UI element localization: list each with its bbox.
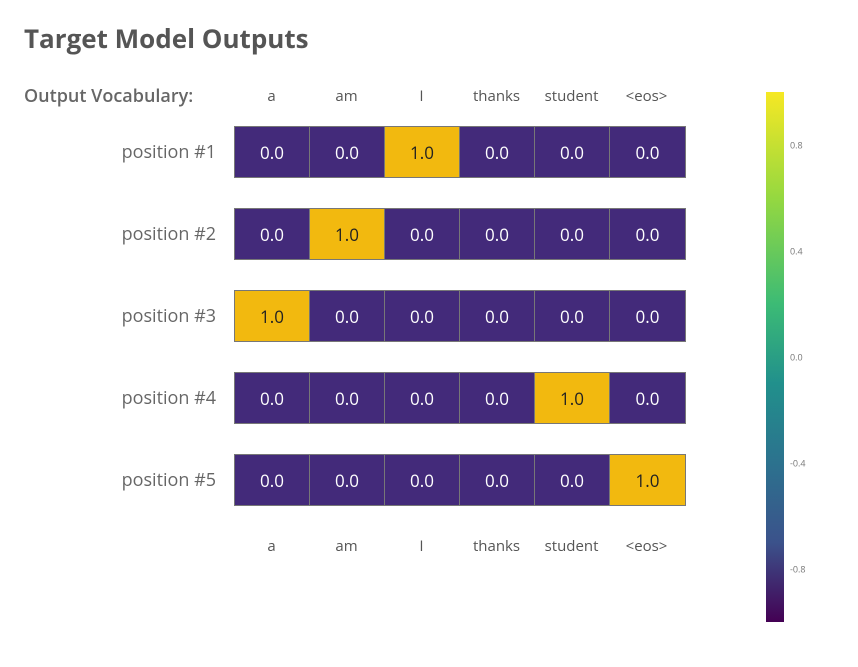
- vocab-cell: a: [234, 536, 309, 556]
- vocab-header-cells: aamIthanksstudent<eos>: [234, 86, 684, 106]
- position-label: position #1: [24, 140, 234, 164]
- data-cell: 0.0: [460, 455, 535, 505]
- vocab-footer-row: aamIthanksstudent<eos>: [24, 536, 686, 556]
- data-cell: 0.0: [610, 127, 685, 177]
- data-cells: 0.00.01.00.00.00.0: [234, 126, 686, 178]
- data-cell: 0.0: [235, 373, 310, 423]
- data-cell: 0.0: [235, 455, 310, 505]
- colorbar-tick: 0.4: [790, 245, 803, 258]
- vocab-cell: thanks: [459, 536, 534, 556]
- position-row: position #20.01.00.00.00.00.0: [24, 208, 686, 260]
- vocab-label: Output Vocabulary:: [24, 84, 234, 108]
- data-cell: 1.0: [310, 209, 385, 259]
- position-label: position #2: [24, 222, 234, 246]
- data-cell: 0.0: [610, 373, 685, 423]
- matrix-rows: position #10.00.01.00.00.00.0position #2…: [24, 126, 686, 506]
- vocab-cell: I: [384, 536, 459, 556]
- position-row: position #10.00.01.00.00.00.0: [24, 126, 686, 178]
- data-cell: 0.0: [235, 127, 310, 177]
- data-cell: 1.0: [385, 127, 460, 177]
- data-cell: 0.0: [310, 455, 385, 505]
- data-cell: 1.0: [535, 373, 610, 423]
- vocab-cell: a: [234, 86, 309, 106]
- data-cell: 0.0: [535, 291, 610, 341]
- data-cell: 0.0: [310, 127, 385, 177]
- colorbar-tick: -0.4: [790, 457, 806, 470]
- vocab-cell: <eos>: [609, 536, 684, 556]
- page-title: Target Model Outputs: [24, 20, 834, 56]
- vocab-cell: am: [309, 536, 384, 556]
- colorbar-tick: 0.8: [790, 139, 803, 152]
- data-cell: 0.0: [460, 291, 535, 341]
- data-cell: 0.0: [385, 209, 460, 259]
- data-cell: 0.0: [310, 373, 385, 423]
- data-cell: 0.0: [460, 373, 535, 423]
- data-cell: 1.0: [610, 455, 685, 505]
- data-cells: 0.00.00.00.00.01.0: [234, 454, 686, 506]
- vocab-cell: student: [534, 536, 609, 556]
- vocab-cell: <eos>: [609, 86, 684, 106]
- data-cells: 0.00.00.00.01.00.0: [234, 372, 686, 424]
- vocab-footer-cells: aamIthanksstudent<eos>: [234, 536, 684, 556]
- data-cell: 0.0: [610, 209, 685, 259]
- position-row: position #40.00.00.00.01.00.0: [24, 372, 686, 424]
- data-cell: 0.0: [535, 209, 610, 259]
- position-label: position #4: [24, 386, 234, 410]
- data-cell: 1.0: [235, 291, 310, 341]
- heatmap-block: Output Vocabulary: aamIthanksstudent<eos…: [24, 84, 686, 556]
- position-row: position #50.00.00.00.00.01.0: [24, 454, 686, 506]
- vocab-cell: am: [309, 86, 384, 106]
- colorbar: [766, 92, 784, 622]
- data-cell: 0.0: [385, 291, 460, 341]
- data-cell: 0.0: [535, 455, 610, 505]
- data-cells: 1.00.00.00.00.00.0: [234, 290, 686, 342]
- position-label: position #3: [24, 304, 234, 328]
- vocab-cell: thanks: [459, 86, 534, 106]
- layout: Output Vocabulary: aamIthanksstudent<eos…: [24, 84, 834, 622]
- colorbar-tick: 0.0: [790, 351, 803, 364]
- data-cell: 0.0: [310, 291, 385, 341]
- data-cell: 0.0: [460, 127, 535, 177]
- colorbar-tick: -0.8: [790, 563, 806, 576]
- colorbar-ticks: 0.8 0.4 0.0 -0.4 -0.8: [790, 92, 820, 622]
- position-label: position #5: [24, 468, 234, 492]
- data-cell: 0.0: [385, 455, 460, 505]
- data-cell: 0.0: [535, 127, 610, 177]
- vocab-header-row: Output Vocabulary: aamIthanksstudent<eos…: [24, 84, 686, 108]
- data-cell: 0.0: [235, 209, 310, 259]
- data-cell: 0.0: [610, 291, 685, 341]
- vocab-cell: I: [384, 86, 459, 106]
- colorbar-wrap: 0.8 0.4 0.0 -0.4 -0.8: [766, 92, 820, 622]
- vocab-cell: student: [534, 86, 609, 106]
- data-cell: 0.0: [460, 209, 535, 259]
- data-cells: 0.01.00.00.00.00.0: [234, 208, 686, 260]
- data-cell: 0.0: [385, 373, 460, 423]
- position-row: position #31.00.00.00.00.00.0: [24, 290, 686, 342]
